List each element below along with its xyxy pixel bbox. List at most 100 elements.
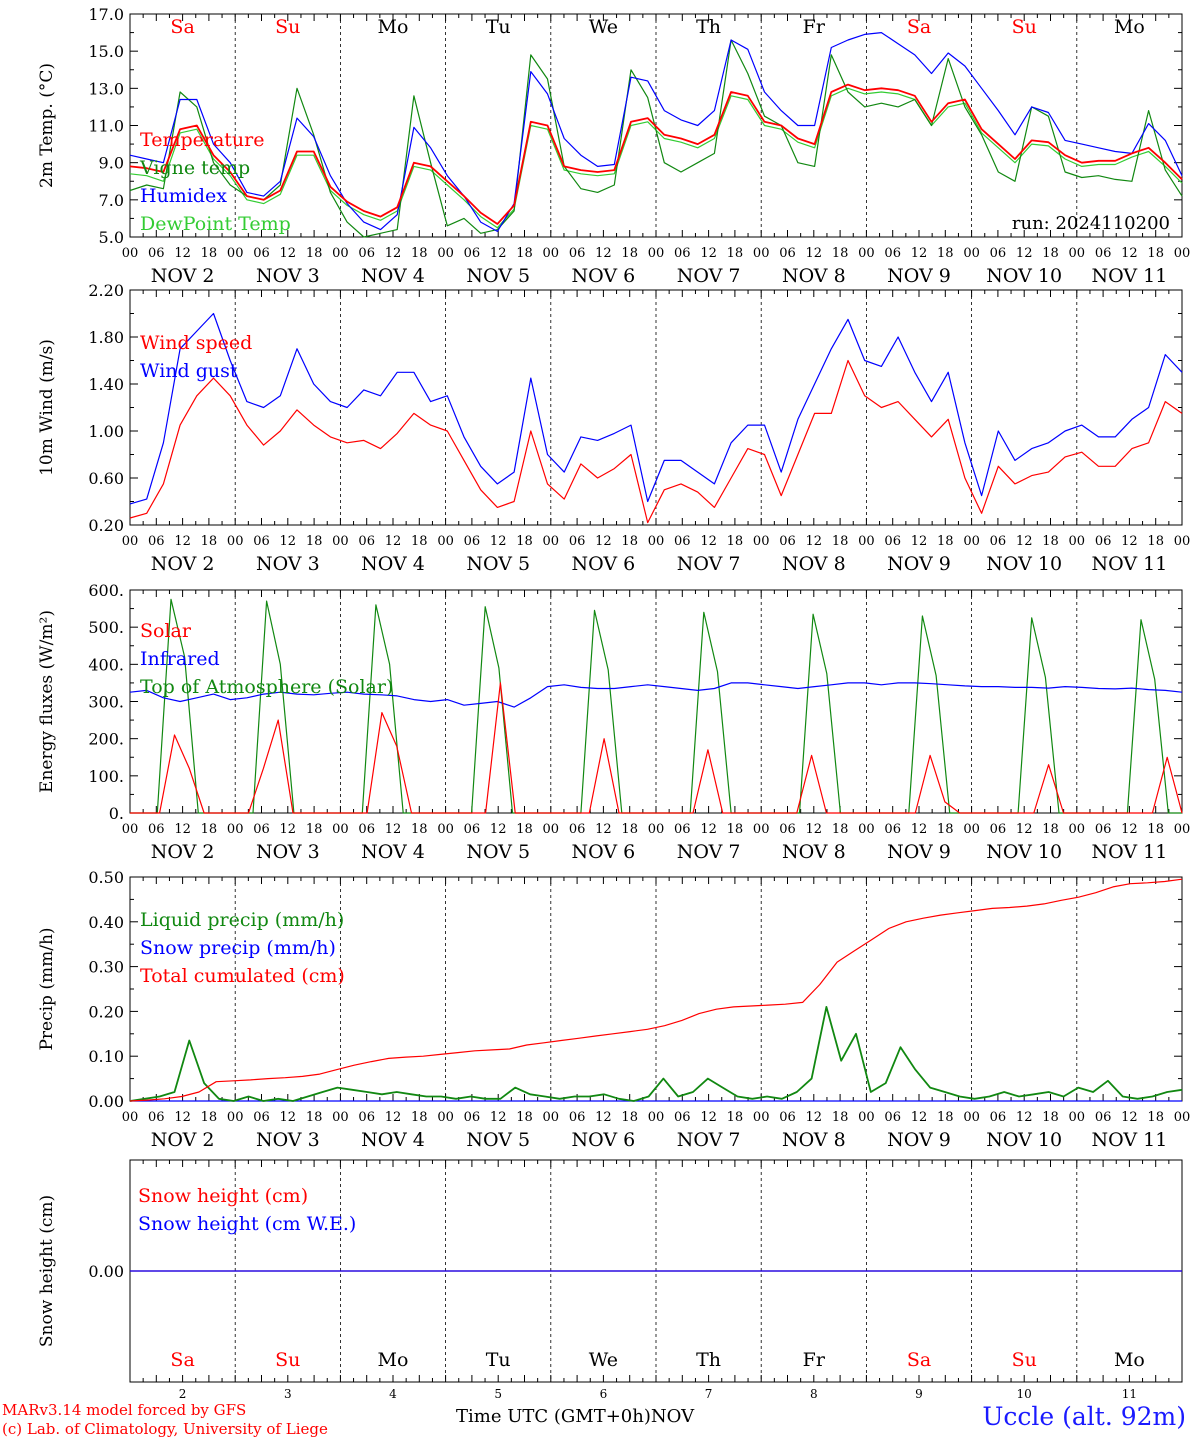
hour-tick-label: 00 [753, 534, 770, 549]
time-label: Time UTC (GMT+0h) [456, 1406, 651, 1427]
hour-tick-label: 18 [1042, 246, 1059, 261]
day-name-we: We [589, 1349, 618, 1371]
hour-tick-label: 06 [358, 1110, 375, 1125]
hour-tick-label: 12 [280, 1110, 297, 1125]
day-name-su: Su [1012, 16, 1037, 38]
hour-tick-label: 18 [937, 246, 954, 261]
date-label: NOV 11 [1091, 1129, 1167, 1151]
y-tick-label: 0.50 [88, 868, 124, 887]
hour-tick-label: 00 [858, 822, 875, 837]
day-name-sa: Sa [170, 16, 194, 38]
model-line-2: (c) Lab. of Climatology, University of L… [2, 1420, 328, 1438]
date-label: NOV 4 [361, 553, 425, 575]
date-label: NOV 3 [256, 841, 320, 863]
hour-tick-label: 00 [227, 534, 244, 549]
day-name-fr: Fr [803, 16, 826, 38]
day-name-mo: Mo [378, 1349, 409, 1371]
date-label: NOV 9 [887, 265, 951, 287]
y-tick-label: 0.00 [88, 1092, 124, 1111]
date-label: NOV 2 [151, 265, 215, 287]
y-tick-label: 7.0 [99, 191, 124, 210]
hour-tick-label: 00 [122, 246, 139, 261]
hour-tick-label: 12 [385, 1110, 402, 1125]
hour-tick-label: 18 [727, 822, 744, 837]
hour-tick-label: 12 [490, 1110, 507, 1125]
hour-tick-label: 06 [464, 1110, 481, 1125]
date-label: NOV 3 [256, 553, 320, 575]
hour-tick-label: 18 [1042, 822, 1059, 837]
hour-tick-label: 06 [674, 534, 691, 549]
series-line-humidex [129, 31, 1183, 232]
hour-tick-label: 00 [227, 246, 244, 261]
hour-tick-label: 18 [621, 534, 638, 549]
day-number: 10 [1017, 1387, 1032, 1400]
hour-tick-label: 18 [411, 246, 428, 261]
date-label: NOV 8 [782, 841, 846, 863]
hour-tick-label: 06 [569, 822, 586, 837]
date-label: NOV 4 [361, 841, 425, 863]
hour-tick-label: 00 [437, 1110, 454, 1125]
hour-tick-label: 06 [1095, 534, 1112, 549]
hour-tick-label: 12 [490, 246, 507, 261]
day-name-su: Su [275, 16, 300, 38]
hour-tick-label: 12 [490, 534, 507, 549]
hour-tick-label: 18 [621, 246, 638, 261]
time-axis-label: Time UTC (GMT+0h)NOV [456, 1406, 694, 1427]
date-label: NOV 9 [887, 553, 951, 575]
hour-tick-label: 12 [700, 246, 717, 261]
hour-tick-label: 06 [990, 246, 1007, 261]
hour-tick-label: 18 [832, 1110, 849, 1125]
date-label: NOV 5 [466, 841, 530, 863]
series-line-total-cumulated-cm [129, 878, 1183, 1102]
hour-tick-label: 12 [806, 822, 823, 837]
day-name-fr: Fr [803, 1349, 826, 1371]
hour-tick-label: 06 [358, 822, 375, 837]
hour-tick-label: 06 [884, 534, 901, 549]
hour-tick-label: 12 [806, 1110, 823, 1125]
date-label: NOV 6 [572, 553, 636, 575]
hour-tick-label: 06 [990, 1110, 1007, 1125]
hour-tick-label: 18 [1042, 534, 1059, 549]
hour-tick-label: 12 [1121, 246, 1138, 261]
hour-tick-label: 18 [727, 1110, 744, 1125]
y-tick-label: 100. [88, 767, 124, 786]
date-label: NOV 9 [887, 1129, 951, 1151]
hour-tick-label: 00 [332, 246, 349, 261]
hour-tick-label: 00 [1069, 246, 1086, 261]
day-number: 9 [915, 1387, 923, 1400]
series-line-wind-speed [129, 359, 1183, 524]
hour-tick-label: 06 [674, 1110, 691, 1125]
model-credit: MARv3.14 model forced by GFS (c) Lab. of… [2, 1401, 328, 1439]
hour-tick-label: 00 [122, 1110, 139, 1125]
date-label: NOV 3 [256, 265, 320, 287]
date-label: NOV 2 [151, 553, 215, 575]
hour-tick-label: 00 [963, 822, 980, 837]
y-tick-label: 0.40 [88, 913, 124, 932]
hour-tick-label: 18 [306, 246, 323, 261]
hour-tick-label: 06 [884, 1110, 901, 1125]
hour-tick-label: 18 [516, 1110, 533, 1125]
series-line-temperature [129, 83, 1183, 225]
date-label: NOV 5 [466, 1129, 530, 1151]
y-tick-label: 200. [88, 730, 124, 749]
y-axis-label: 10m Wind (m/s) [37, 339, 57, 476]
hour-tick-label: 18 [832, 822, 849, 837]
hour-tick-label: 00 [1174, 1110, 1191, 1125]
hour-tick-label: 06 [779, 534, 796, 549]
hour-tick-label: 18 [937, 534, 954, 549]
hour-tick-label: 12 [1121, 822, 1138, 837]
y-tick-label: 15.0 [88, 42, 124, 61]
y-tick-label: 1.40 [88, 375, 124, 394]
hour-tick-label: 00 [858, 534, 875, 549]
y-tick-label: 0.10 [88, 1047, 124, 1066]
day-name-th: Th [696, 16, 721, 38]
hour-tick-label: 00 [753, 246, 770, 261]
hour-tick-label: 18 [1147, 534, 1164, 549]
legend-temperature: Temperature [140, 129, 264, 151]
hour-tick-label: 06 [1095, 1110, 1112, 1125]
hour-tick-label: 18 [516, 534, 533, 549]
hour-tick-label: 12 [174, 1110, 191, 1125]
y-tick-label: 17.0 [88, 5, 124, 24]
day-number: 7 [705, 1387, 713, 1400]
date-label: NOV 10 [986, 841, 1062, 863]
